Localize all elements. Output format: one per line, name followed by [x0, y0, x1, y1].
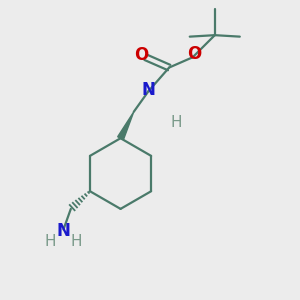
Text: N: N	[56, 222, 70, 240]
Text: O: O	[187, 45, 201, 63]
Text: H: H	[171, 115, 182, 130]
Text: H: H	[44, 234, 56, 249]
Text: N: N	[142, 81, 155, 99]
Text: H: H	[71, 234, 82, 249]
Text: O: O	[134, 46, 148, 64]
Polygon shape	[118, 112, 134, 140]
